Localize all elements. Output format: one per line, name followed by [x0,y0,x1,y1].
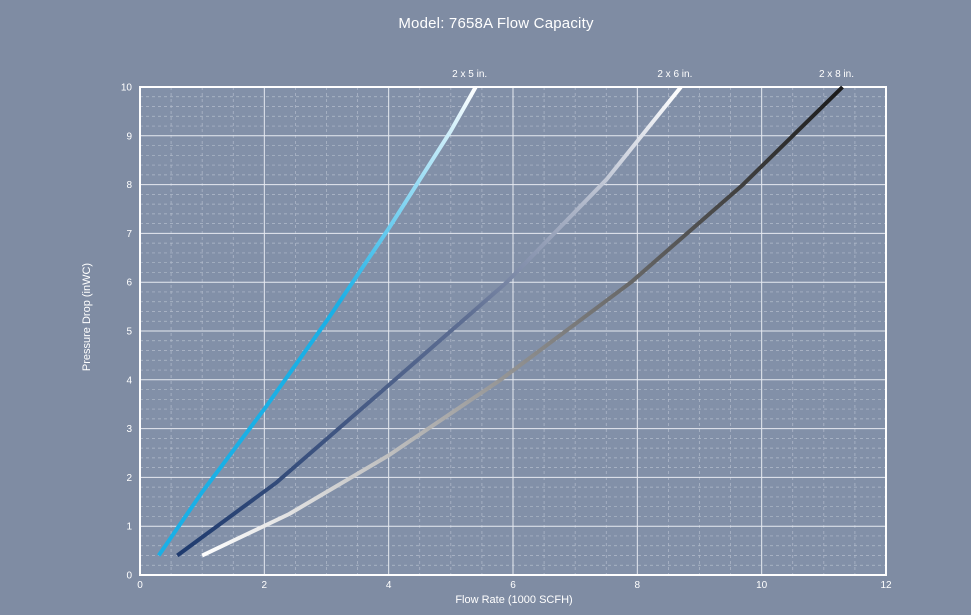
y-tick-label: 8 [126,180,132,191]
x-tick-label: 10 [756,580,768,591]
x-tick-label: 6 [510,580,516,591]
y-axis-title: Pressure Drop (inWC) [81,263,93,371]
x-tick-label: 12 [880,580,892,591]
plot-frame [139,86,887,576]
y-tick-label: 5 [126,327,132,338]
chart-title: Model: 7658A Flow Capacity [398,15,594,32]
series-line-2 [176,85,683,558]
x-axis-title: Flow Rate (1000 SCFH) [455,594,572,606]
series-label-2: 2 x 6 in. [657,69,692,80]
y-tick-label: 7 [126,229,132,240]
series-line-3 [201,85,844,558]
y-tick-label: 6 [126,278,132,289]
y-tick-label: 10 [121,83,133,94]
y-tick-label: 4 [126,375,132,386]
x-tick-label: 4 [386,580,392,591]
y-tick-label: 1 [126,522,132,533]
y-tick-label: 2 [126,473,132,484]
x-tick-label: 8 [635,580,641,591]
y-tick-label: 3 [126,424,132,435]
y-tick-label: 0 [126,571,132,582]
series-label-3: 2 x 8 in. [819,69,854,80]
series-label-1: 2 x 5 in. [452,69,487,80]
series-line-1 [157,86,478,557]
y-tick-label: 9 [126,131,132,142]
x-tick-label: 2 [262,580,268,591]
x-tick-label: 0 [137,580,143,591]
